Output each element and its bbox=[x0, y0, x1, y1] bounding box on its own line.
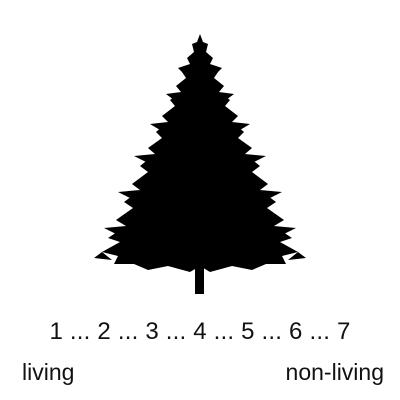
scale-separator: ... bbox=[110, 318, 146, 345]
scale-separator: ... bbox=[302, 318, 337, 345]
scale-separator: ... bbox=[206, 318, 242, 345]
scale-point-1: 1 bbox=[49, 318, 64, 345]
scale-point-4: 4 bbox=[193, 318, 207, 345]
scale-anchor-living: living bbox=[22, 359, 75, 385]
rating-scale: 1 ... 2 ... 3 ... 4 ... 5 ... 6 ... 7 bbox=[0, 318, 400, 346]
pine-tree-silhouette-icon bbox=[94, 34, 306, 294]
scale-point-5: 5 bbox=[241, 318, 255, 345]
scale-point-7: 7 bbox=[336, 318, 351, 345]
scale-separator: ... bbox=[63, 318, 98, 345]
scale-anchor-non-living: non-living bbox=[285, 359, 384, 385]
scale-point-6: 6 bbox=[289, 318, 303, 345]
scale-point-3: 3 bbox=[145, 318, 159, 345]
scale-separator: ... bbox=[254, 318, 290, 345]
pine-tree-image bbox=[92, 28, 308, 296]
scale-point-2: 2 bbox=[97, 318, 111, 345]
scale-separator: ... bbox=[158, 318, 194, 345]
